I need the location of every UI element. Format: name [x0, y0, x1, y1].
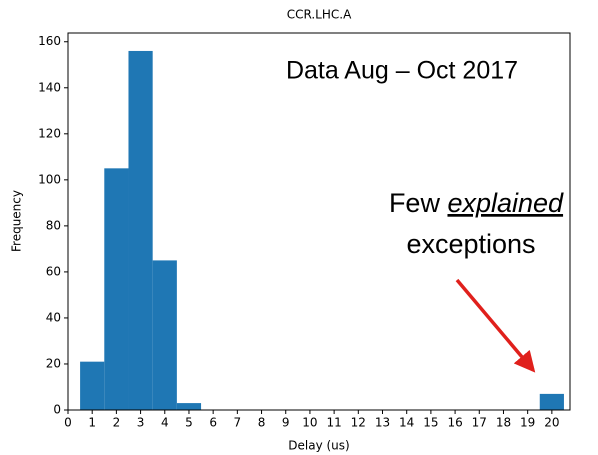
y-tick-label: 0	[53, 403, 61, 417]
x-tick-label: 3	[137, 416, 145, 430]
x-tick-label: 7	[234, 416, 242, 430]
bar	[176, 403, 202, 410]
x-tick-label: 13	[375, 416, 390, 430]
bar	[128, 50, 153, 410]
x-tick-label: 9	[282, 416, 290, 430]
bar	[80, 361, 105, 410]
x-axis-label: Delay (us)	[288, 439, 349, 453]
y-tick-label: 40	[46, 310, 61, 324]
x-tick-label: 4	[161, 416, 169, 430]
x-tick-label: 18	[496, 416, 511, 430]
y-tick-label: 100	[38, 172, 61, 186]
x-tick-label: 5	[185, 416, 193, 430]
y-tick-label: 80	[46, 218, 61, 232]
y-tick-label: 60	[46, 264, 61, 278]
y-tick-label: 20	[46, 356, 61, 370]
bar	[104, 168, 129, 410]
x-tick-label: 17	[472, 416, 487, 430]
annotation-word: Few	[389, 188, 441, 218]
y-tick-label: 120	[38, 126, 61, 140]
x-tick-label: 16	[447, 416, 462, 430]
annotation: Few explained	[389, 188, 564, 218]
chart-title: CCR.LHC.A	[287, 8, 352, 22]
bar	[539, 393, 564, 410]
x-tick-label: 8	[258, 416, 266, 430]
y-tick-label: 160	[38, 34, 61, 48]
x-tick-label: 2	[113, 416, 121, 430]
bar	[152, 260, 177, 410]
x-tick-label: 10	[302, 416, 317, 430]
x-tick-label: 11	[326, 416, 341, 430]
plot-frame	[67, 32, 571, 411]
x-tick-label: 14	[399, 416, 414, 430]
x-tick-label: 0	[64, 416, 72, 430]
y-axis-label: Frequency	[10, 190, 24, 252]
arrow	[455, 278, 536, 373]
annotation-word: explained	[447, 188, 564, 218]
x-tick-label: 1	[88, 416, 96, 430]
annotation: Data Aug – Oct 2017	[286, 57, 518, 85]
y-tick-label: 140	[38, 80, 61, 94]
x-tick-label: 20	[544, 416, 559, 430]
x-tick-label: 19	[520, 416, 535, 430]
annotation: exceptions	[406, 229, 535, 259]
x-tick-label: 15	[423, 416, 438, 430]
x-tick-label: 12	[351, 416, 366, 430]
x-tick-label: 6	[209, 416, 217, 430]
